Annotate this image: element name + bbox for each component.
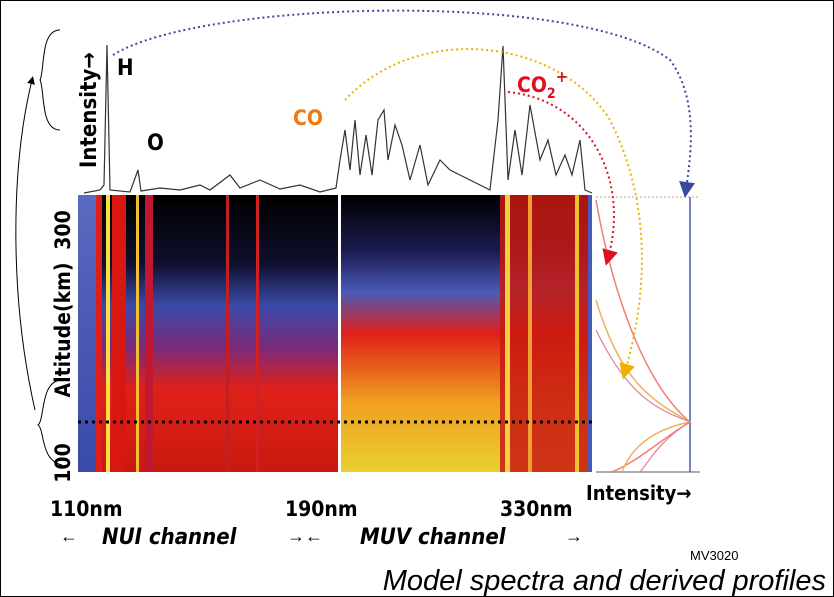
label: H <box>117 56 134 81</box>
label: CO <box>517 73 547 97</box>
label: 110nm <box>50 497 123 521</box>
label: 330nm <box>500 497 573 521</box>
arrows <box>112 9 695 380</box>
brace <box>39 29 61 131</box>
label: → <box>565 526 583 546</box>
axis-label: Intensity→ <box>586 481 691 505</box>
label: CO <box>293 106 323 130</box>
brace-arrow <box>15 76 36 411</box>
caption: Model spectra and derived profiles <box>383 565 826 597</box>
heatmap <box>78 195 592 472</box>
label: Intensity→ <box>77 52 102 168</box>
tick-label: 300 <box>51 210 75 249</box>
label: + <box>556 67 568 86</box>
right-panel <box>595 196 700 473</box>
axis-label: Altitude(km) <box>51 263 75 398</box>
label: NUI channel <box>102 525 237 550</box>
tick-label: 100 <box>51 443 75 482</box>
label: →← <box>287 526 323 546</box>
label: O <box>147 131 164 156</box>
label: CO2+ <box>517 67 568 102</box>
label: MUV channel <box>360 525 506 550</box>
label: 190nm <box>285 497 358 521</box>
label: ← <box>60 526 78 546</box>
brace <box>37 379 63 466</box>
code: MV3020 <box>690 548 738 563</box>
label: 2 <box>547 86 556 102</box>
spectrum <box>83 44 593 194</box>
